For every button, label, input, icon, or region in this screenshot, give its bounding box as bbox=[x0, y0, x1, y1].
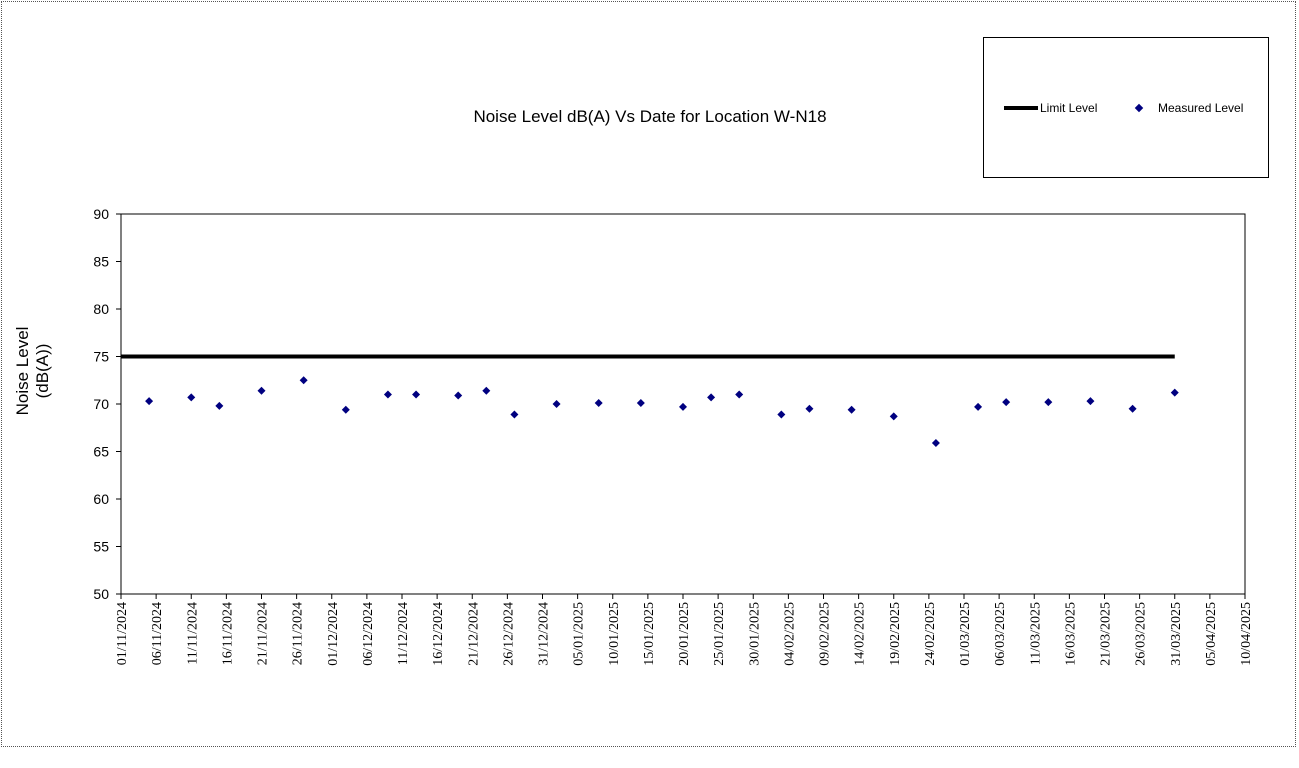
x-tick-label: 26/12/2024 bbox=[501, 602, 516, 666]
y-tick-label: 60 bbox=[93, 491, 109, 507]
y-tick-label: 90 bbox=[93, 206, 109, 222]
measured-level-point bbox=[805, 404, 814, 413]
x-tick-label: 05/01/2025 bbox=[572, 602, 587, 666]
x-tick-label: 21/12/2024 bbox=[466, 602, 481, 666]
x-tick-label: 16/12/2024 bbox=[431, 602, 446, 666]
measured-level-point bbox=[412, 390, 421, 399]
x-tick-label: 11/11/2024 bbox=[185, 602, 200, 665]
legend-label-measured-level: Measured Level bbox=[1158, 101, 1244, 115]
measured-level-point bbox=[594, 399, 603, 408]
measured-level-point bbox=[679, 402, 687, 411]
measured-level-point bbox=[931, 438, 940, 447]
y-tick-label: 70 bbox=[93, 396, 109, 412]
x-tick-label: 20/01/2025 bbox=[677, 602, 692, 666]
measured-level-point bbox=[707, 393, 716, 402]
y-axis-label-line-2: (dB(A)) bbox=[33, 344, 52, 399]
measured-level-point bbox=[889, 412, 898, 421]
x-tick-label: 31/03/2025 bbox=[1169, 602, 1184, 666]
x-tick-label: 05/04/2025 bbox=[1204, 602, 1219, 666]
x-tick-label: 06/11/2024 bbox=[150, 602, 165, 665]
x-tick-label: 26/03/2025 bbox=[1134, 602, 1149, 666]
x-tick-label: 30/01/2025 bbox=[747, 602, 762, 666]
measured-level-point bbox=[974, 402, 983, 411]
legend: Limit Level Measured Level bbox=[983, 37, 1269, 178]
x-tick-label: 01/03/2025 bbox=[958, 602, 973, 666]
measured-level-point bbox=[1002, 398, 1011, 407]
x-tick-label: 06/12/2024 bbox=[361, 602, 376, 666]
measured-level-point bbox=[636, 399, 645, 408]
measured-level-point bbox=[482, 386, 491, 395]
y-tick-label: 50 bbox=[93, 586, 109, 602]
measured-level-point bbox=[1086, 397, 1095, 406]
y-axis-label-line-1: Noise Level bbox=[13, 327, 32, 416]
y-tick-label: 85 bbox=[93, 254, 109, 270]
measured-level-point bbox=[1044, 398, 1053, 407]
x-tick-label: 14/02/2025 bbox=[853, 602, 868, 666]
legend-label-limit-level: Limit Level bbox=[1040, 101, 1098, 115]
x-tick-label: 31/12/2024 bbox=[537, 602, 552, 666]
measured-level-point bbox=[299, 376, 308, 385]
measured-level-point bbox=[187, 393, 196, 402]
x-tick-label: 19/02/2025 bbox=[888, 602, 903, 666]
x-tick-label: 25/01/2025 bbox=[712, 602, 727, 666]
x-tick-label: 11/12/2024 bbox=[396, 602, 411, 665]
x-tick-label: 16/11/2024 bbox=[220, 602, 235, 665]
x-tick-label: 11/03/2025 bbox=[1028, 602, 1043, 665]
measured-level-point bbox=[145, 397, 154, 406]
measured-level-point bbox=[1170, 388, 1179, 397]
y-tick-label: 65 bbox=[93, 444, 109, 460]
measured-level-point bbox=[847, 405, 856, 414]
y-tick-label: 55 bbox=[93, 539, 109, 555]
x-tick-label: 21/11/2024 bbox=[256, 602, 271, 665]
x-tick-label: 26/11/2024 bbox=[291, 602, 306, 665]
x-tick-label: 10/04/2025 bbox=[1239, 602, 1254, 666]
legend-item-measured-level: Measured Level bbox=[1124, 100, 1243, 116]
measured-level-point bbox=[777, 410, 786, 419]
measured-level-point bbox=[1128, 404, 1137, 413]
x-tick-label: 01/11/2024 bbox=[115, 602, 130, 665]
x-tick-label: 21/03/2025 bbox=[1099, 602, 1114, 666]
x-tick-label: 10/01/2025 bbox=[607, 602, 622, 666]
legend-line-swatch bbox=[1004, 106, 1038, 110]
x-tick-label: 01/12/2024 bbox=[326, 602, 341, 666]
measured-level-point bbox=[257, 386, 266, 395]
x-tick-label: 24/02/2025 bbox=[923, 602, 938, 666]
x-tick-label: 09/02/2025 bbox=[818, 602, 833, 666]
measured-level-point bbox=[383, 390, 392, 399]
x-tick-label: 15/01/2025 bbox=[642, 602, 657, 666]
chart-title: Noise Level dB(A) Vs Date for Location W… bbox=[473, 107, 827, 126]
measured-level-point bbox=[215, 401, 224, 410]
y-tick-label: 75 bbox=[93, 349, 109, 365]
measured-level-point bbox=[510, 410, 519, 419]
y-tick-label: 80 bbox=[93, 301, 109, 317]
measured-level-point bbox=[454, 391, 463, 400]
x-tick-label: 04/02/2025 bbox=[782, 602, 797, 666]
legend-item-limit-level: Limit Level bbox=[1004, 100, 1097, 116]
measured-level-point bbox=[552, 400, 561, 408]
x-tick-label: 06/03/2025 bbox=[993, 602, 1008, 666]
measured-level-point bbox=[735, 390, 744, 399]
measured-level-point bbox=[341, 405, 350, 414]
x-tick-label: 16/03/2025 bbox=[1063, 602, 1078, 666]
